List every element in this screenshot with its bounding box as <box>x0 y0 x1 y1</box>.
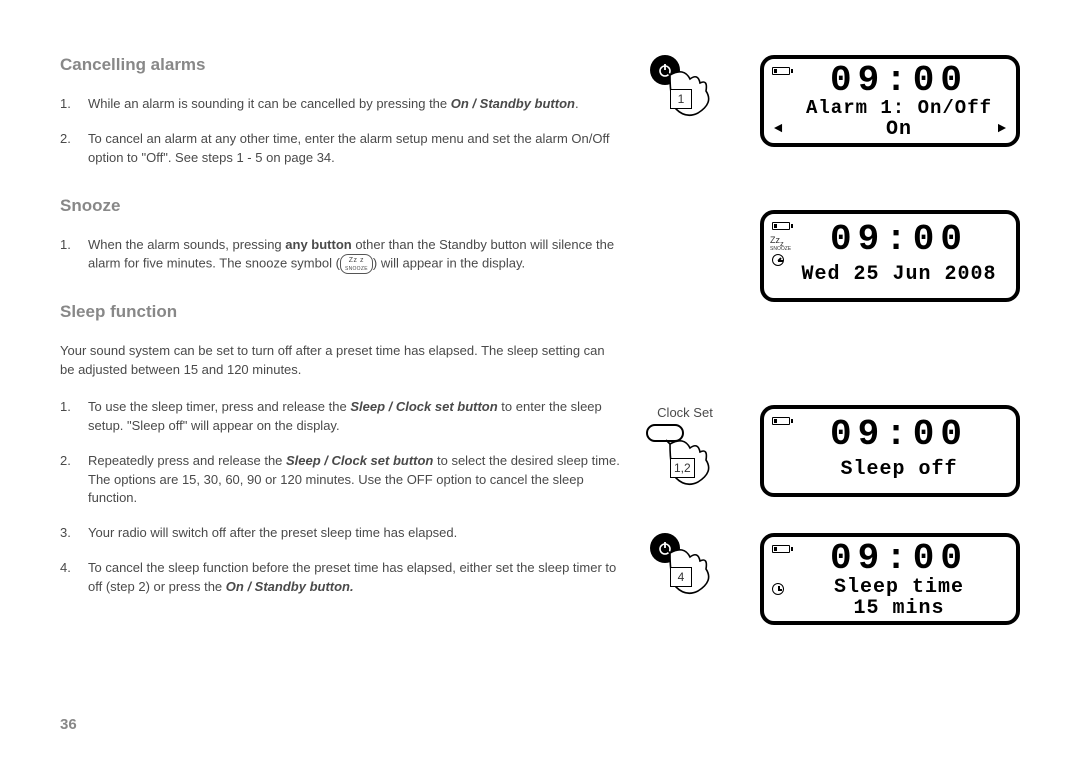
list-snooze: When the alarm sounds, pressing any butt… <box>60 236 620 275</box>
battery-icon <box>772 222 790 230</box>
arrow-right-icon: ► <box>998 121 1006 137</box>
lcd-alarm-onoff: 09:00 Alarm 1: On/Off On ◄ ► <box>760 55 1020 147</box>
step-ref-4: 4 <box>670 567 692 587</box>
heading-cancelling: Cancelling alarms <box>60 55 620 75</box>
clock-icon <box>772 583 784 595</box>
battery-icon <box>772 545 790 553</box>
graphic-press-standby-1: 1 <box>640 55 730 125</box>
on-standby-ref-2: On / Standby button. <box>226 579 354 594</box>
lcd-time-1: 09:00 <box>792 63 1006 99</box>
graphic-press-standby-4: 4 <box>640 533 730 603</box>
alarm-icon <box>772 254 784 266</box>
page-number: 36 <box>60 716 77 733</box>
lcd-sleep-off: 09:00 Sleep off <box>760 405 1020 497</box>
lcd-line-2: Wed 25 Jun 2008 <box>792 264 1006 285</box>
any-button-ref: any button <box>285 237 351 252</box>
sleep-intro: Your sound system can be set to turn off… <box>60 342 620 380</box>
sleep-step-1: To use the sleep timer, press and releas… <box>60 398 620 436</box>
lcd-time-3: 09:00 <box>792 417 1006 453</box>
snooze-icon-inline: Zz zSNOOZE <box>340 254 373 274</box>
heading-snooze: Snooze <box>60 196 620 216</box>
lcd-snooze: ZzzSNOOZE 09:00 Wed 25 Jun 2008 <box>760 210 1020 302</box>
sleep-clockset-ref-1: Sleep / Clock set button <box>350 399 497 414</box>
lcd-time-4: 09:00 <box>792 541 1006 577</box>
sleep-step-2: Repeatedly press and release the Sleep /… <box>60 452 620 509</box>
battery-icon <box>772 417 790 425</box>
graphic-press-clockset: Clock Set 1,2 <box>640 405 730 494</box>
lcd-line-3: Sleep off <box>792 459 1006 480</box>
list-sleep: To use the sleep timer, press and releas… <box>60 398 620 597</box>
sleep-clockset-ref-2: Sleep / Clock set button <box>286 453 433 468</box>
left-column: Cancelling alarms While an alarm is soun… <box>60 55 620 625</box>
lcd-line-1a: Alarm 1: On/Off <box>792 99 1006 119</box>
snooze-step-1: When the alarm sounds, pressing any butt… <box>60 236 620 275</box>
sleep-step-4: To cancel the sleep function before the … <box>60 559 620 597</box>
step-ref-12: 1,2 <box>670 458 695 478</box>
heading-sleep: Sleep function <box>60 302 620 322</box>
on-standby-ref: On / Standby button <box>451 96 575 111</box>
snooze-icon: ZzzSNOOZE <box>770 236 791 252</box>
battery-icon <box>772 67 790 75</box>
clockset-label: Clock Set <box>640 405 730 420</box>
lcd-line-4a: Sleep time <box>792 577 1006 598</box>
cancel-step-1: While an alarm is sounding it can be can… <box>60 95 620 114</box>
cancel-step-2: To cancel an alarm at any other time, en… <box>60 130 620 168</box>
arrow-left-icon: ◄ <box>774 121 782 137</box>
step-ref-1: 1 <box>670 89 692 109</box>
lcd-line-4b: 15 mins <box>792 598 1006 619</box>
lcd-time-2: 09:00 <box>792 222 1006 258</box>
sleep-step-3: Your radio will switch off after the pre… <box>60 524 620 543</box>
list-cancelling: While an alarm is sounding it can be can… <box>60 95 620 168</box>
lcd-line-1b: On <box>792 119 1006 140</box>
lcd-sleep-time: 09:00 Sleep time 15 mins <box>760 533 1020 625</box>
